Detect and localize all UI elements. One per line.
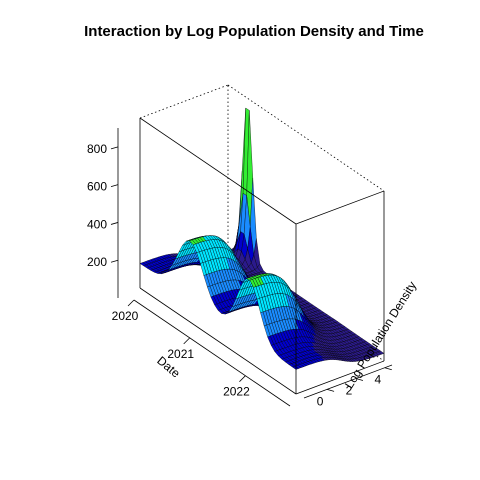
x-axis-line xyxy=(133,299,291,407)
box-back-edges xyxy=(139,84,385,362)
z-tick-mark xyxy=(110,259,119,263)
box-edge xyxy=(295,190,385,225)
x-tick-label: 2020 xyxy=(112,309,139,323)
box-edge xyxy=(139,117,297,225)
y-tick-label: 2 xyxy=(346,384,353,398)
y-axis-line xyxy=(303,364,393,399)
x-tick-mark xyxy=(239,375,246,382)
z-tick-label: 800 xyxy=(87,142,107,156)
box-edge xyxy=(295,360,385,395)
box-edge xyxy=(139,287,297,395)
x-tick-label: 2021 xyxy=(167,347,194,361)
surface-mesh xyxy=(139,107,385,370)
y-tick-mark xyxy=(384,367,392,371)
y-tick-mark xyxy=(355,378,364,381)
y-tick-label: 4 xyxy=(374,373,381,387)
y-tick-label: 0 xyxy=(317,394,324,408)
z-tick-mark xyxy=(110,146,119,150)
box-edge xyxy=(139,84,229,119)
z-tick-label: 400 xyxy=(87,217,107,231)
box-edge xyxy=(227,84,385,192)
y-tick-mark xyxy=(326,388,335,392)
box-front-edges xyxy=(139,117,385,395)
z-tick-mark xyxy=(110,184,119,188)
surface-facet xyxy=(292,365,299,370)
chart-title: Interaction by Log Population Density an… xyxy=(84,23,424,40)
x-tick-label: 2022 xyxy=(223,385,250,399)
x-tick-mark xyxy=(183,337,190,345)
z-tick-label: 600 xyxy=(87,180,107,194)
x-tick-mark xyxy=(127,299,135,307)
z-tick-mark xyxy=(110,222,119,225)
z-tick-label: 200 xyxy=(87,255,107,269)
